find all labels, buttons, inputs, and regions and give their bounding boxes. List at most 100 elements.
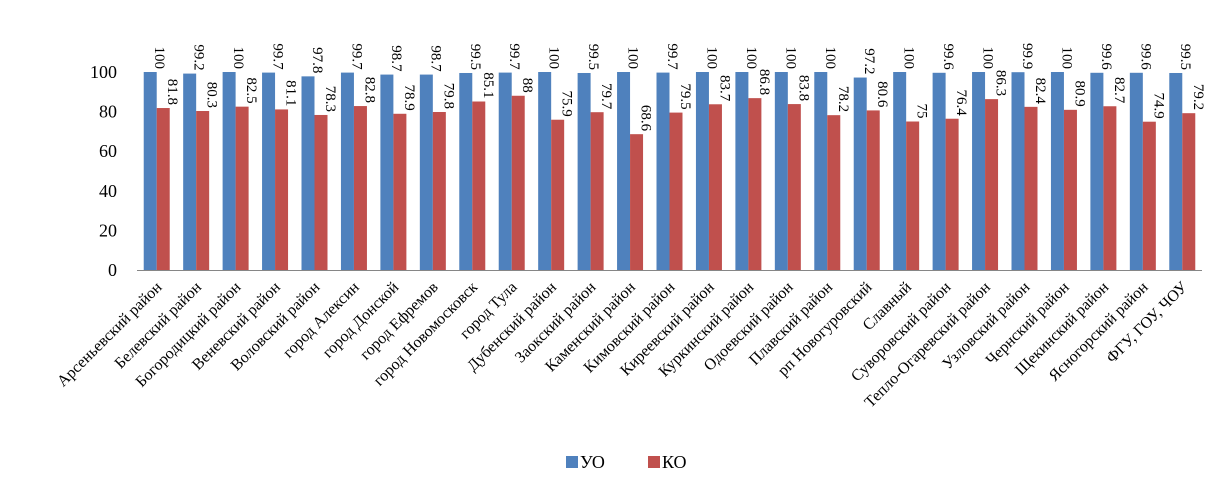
data-label: 99.6 xyxy=(1137,44,1153,71)
bar-ko xyxy=(551,119,565,270)
bar-uo xyxy=(735,72,749,270)
bar-uo xyxy=(1090,72,1104,271)
bar-uo xyxy=(380,74,394,270)
bar-ko xyxy=(866,110,880,270)
data-label: 99.5 xyxy=(585,44,601,70)
y-tick-label: 20 xyxy=(99,220,117,240)
data-label: 80.3 xyxy=(204,82,220,108)
data-label: 81.1 xyxy=(283,80,299,106)
legend-label-uo: УО xyxy=(580,452,605,472)
bar-ko xyxy=(945,118,959,270)
data-label: 99.7 xyxy=(664,43,680,70)
bar-uo xyxy=(656,72,670,271)
data-label: 100 xyxy=(901,47,917,70)
data-label: 88 xyxy=(519,78,535,93)
legend-swatch-uo xyxy=(566,456,578,468)
bar-uo xyxy=(814,72,828,270)
bar-ko xyxy=(1182,113,1196,271)
y-tick-label: 40 xyxy=(99,181,117,201)
data-label: 79.7 xyxy=(598,83,614,110)
data-label: 82.4 xyxy=(1032,78,1048,105)
legend-swatch-ko xyxy=(648,456,660,468)
data-label: 100 xyxy=(822,47,838,70)
data-label: 99.5 xyxy=(467,44,483,70)
data-label: 100 xyxy=(230,47,246,70)
bar-ko xyxy=(787,104,801,271)
bar-ko xyxy=(511,95,525,270)
data-label: 100 xyxy=(1058,47,1074,70)
data-label: 99.7 xyxy=(348,43,364,70)
bar-ko xyxy=(827,115,841,270)
bar-uo xyxy=(301,76,315,270)
bar-ko xyxy=(196,111,210,270)
bar-uo xyxy=(340,72,354,271)
data-label: 74.9 xyxy=(1150,92,1166,118)
bar-uo xyxy=(774,72,788,270)
bar-ko xyxy=(472,101,486,270)
bar-uo xyxy=(498,72,512,271)
y-tick-label: 80 xyxy=(99,102,117,122)
bar-ko xyxy=(985,99,999,270)
data-label: 100 xyxy=(703,47,719,70)
data-label: 98.7 xyxy=(427,45,443,72)
bar-ko xyxy=(748,98,762,270)
y-tick-label: 60 xyxy=(99,141,117,161)
data-label: 99.2 xyxy=(191,44,207,70)
data-label: 82.8 xyxy=(361,77,377,103)
bar-ko xyxy=(630,134,644,270)
data-label: 97.8 xyxy=(309,47,325,73)
data-label: 86.8 xyxy=(756,69,772,95)
data-label: 81.8 xyxy=(164,79,180,105)
y-tick-label: 100 xyxy=(90,62,117,82)
data-label: 99.6 xyxy=(1098,44,1114,71)
bar-ko xyxy=(906,121,920,270)
bar-uo xyxy=(617,72,631,270)
bar-ko xyxy=(708,104,722,270)
bar-uo xyxy=(538,72,552,270)
data-label: 99.9 xyxy=(1019,43,1035,69)
data-label: 79.5 xyxy=(677,83,693,109)
data-label: 99.5 xyxy=(1177,44,1193,70)
bar-ko xyxy=(314,114,328,270)
data-label: 85.1 xyxy=(480,72,496,98)
bar-ko xyxy=(1103,106,1117,270)
data-label: 97.2 xyxy=(861,48,877,74)
bar-ko xyxy=(275,109,289,270)
data-label: 100 xyxy=(743,47,759,70)
data-label: 100 xyxy=(151,47,167,70)
bar-ko xyxy=(353,106,367,270)
data-label: 78.2 xyxy=(835,86,851,112)
data-label: 78.9 xyxy=(401,85,417,111)
legend-label-ko: КО xyxy=(662,452,687,472)
data-label: 78.3 xyxy=(322,86,338,112)
data-label: 76.4 xyxy=(953,89,969,116)
data-label: 75 xyxy=(914,104,930,119)
data-label: 80.6 xyxy=(874,81,890,108)
bar-ko xyxy=(393,113,407,270)
bar-uo xyxy=(893,72,907,270)
data-label: 86.3 xyxy=(993,70,1009,96)
bar-uo xyxy=(183,73,197,270)
data-label: 100 xyxy=(546,47,562,70)
data-label: 75.9 xyxy=(559,90,575,116)
data-label: 79.8 xyxy=(440,83,456,109)
y-tick-label: 0 xyxy=(108,260,117,280)
bar-uo xyxy=(972,72,986,270)
bar-uo xyxy=(459,72,473,271)
bar-uo xyxy=(853,77,867,270)
bar-uo xyxy=(1011,72,1025,270)
data-labels: 100 99.2 100 99.7 97.8 99.7 98.7 98.7 99.5 99.7 10… xyxy=(151,43,1206,132)
bar-ko xyxy=(1024,106,1038,271)
data-label: 100 xyxy=(625,47,641,70)
data-label: 98.7 xyxy=(388,45,404,72)
data-label: 83.8 xyxy=(795,75,811,101)
bar-uo xyxy=(222,72,236,270)
legend: УО КО xyxy=(566,452,687,472)
data-label: 100 xyxy=(782,47,798,70)
data-label: 82.5 xyxy=(243,77,259,103)
bar-uo xyxy=(419,74,433,270)
bar-ko xyxy=(432,111,446,270)
data-label: 79.2 xyxy=(1190,84,1206,110)
